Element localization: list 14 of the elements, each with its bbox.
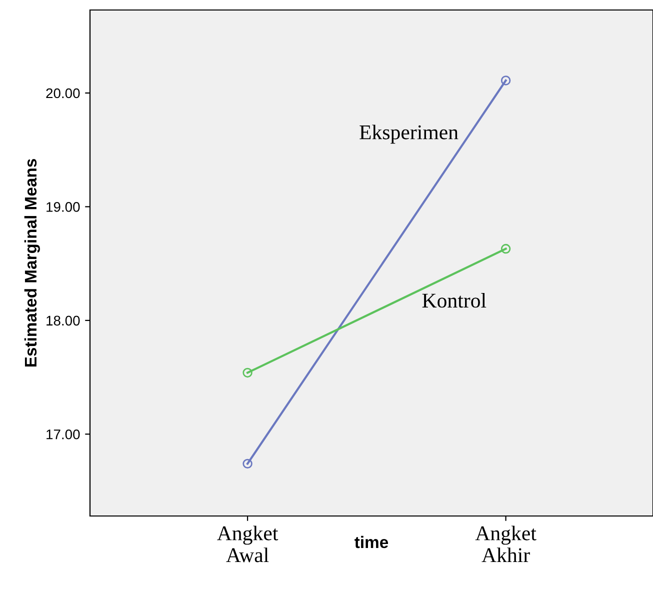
series-label: Eksperimen — [360, 124, 458, 144]
y-axis-title: Estimated Marginal Means — [24, 159, 40, 367]
point — [242, 368, 252, 378]
y-tick-label: 17.00 — [46, 429, 80, 440]
series-label: Kontrol — [422, 293, 486, 308]
point — [242, 458, 252, 469]
point — [500, 244, 511, 254]
x-axis-title: time — [354, 536, 388, 548]
y-tick-label: 18.00 — [46, 316, 80, 326]
x-tick-label: Angket Akhir — [475, 526, 536, 562]
y-tick-label: 19.00 — [46, 202, 80, 212]
point — [500, 76, 511, 86]
x-tick-label: Angket Awal — [217, 526, 278, 562]
y-tick-label: 20.00 — [46, 88, 80, 98]
